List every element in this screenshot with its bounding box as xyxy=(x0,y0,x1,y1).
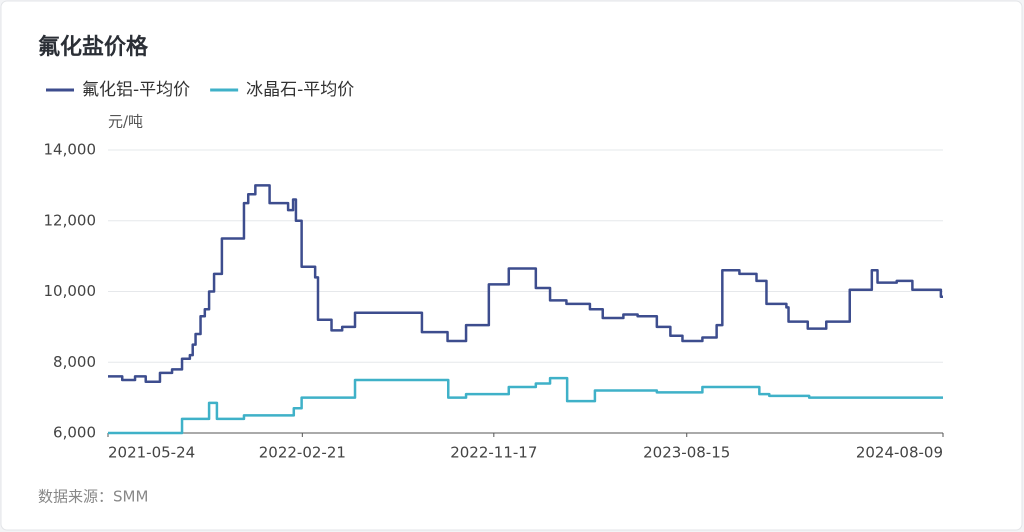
legend-label: 冰晶石-平均价 xyxy=(246,80,354,100)
y-tick-label: 8,000 xyxy=(53,353,96,371)
y-tick-label: 14,000 xyxy=(44,141,97,159)
x-tick-label: 2021-05-24 xyxy=(108,444,195,462)
y-tick-label: 6,000 xyxy=(53,424,96,442)
y-unit: 元/吨 xyxy=(108,113,143,131)
x-tick-label: 2022-11-17 xyxy=(450,444,537,462)
legend-label: 氟化铝-平均价 xyxy=(82,80,190,100)
y-tick-label: 12,000 xyxy=(44,211,97,229)
chart-title: 氟化盐价格 xyxy=(38,34,149,60)
source: 数据来源：SMM xyxy=(38,488,148,506)
y-tick-label: 10,000 xyxy=(44,282,97,300)
x-tick-label: 2024-08-09 xyxy=(856,444,943,462)
x-tick-label: 2022-02-21 xyxy=(259,444,346,462)
series-line xyxy=(108,376,943,435)
x-tick-label: 2023-08-15 xyxy=(643,444,730,462)
legend: 氟化铝-平均价 冰晶石-平均价 xyxy=(46,80,354,100)
series-line xyxy=(108,184,943,383)
